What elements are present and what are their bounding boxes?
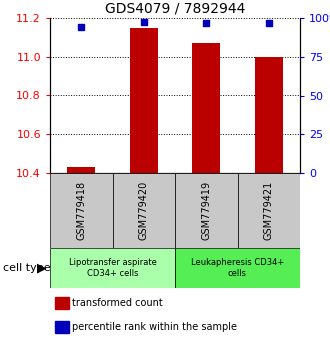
Bar <box>50 173 113 248</box>
Text: Lipotransfer aspirate
CD34+ cells: Lipotransfer aspirate CD34+ cells <box>69 258 156 278</box>
Text: transformed count: transformed count <box>73 298 163 308</box>
Text: GSM779420: GSM779420 <box>139 181 149 240</box>
Text: cell type: cell type <box>3 263 51 273</box>
Bar <box>175 248 300 288</box>
Text: Leukapheresis CD34+
cells: Leukapheresis CD34+ cells <box>191 258 284 278</box>
Bar <box>55 320 69 333</box>
Bar <box>55 297 69 309</box>
Bar <box>175 173 238 248</box>
Bar <box>113 173 175 248</box>
Bar <box>67 167 95 173</box>
Point <box>141 19 147 25</box>
Bar <box>192 43 220 173</box>
Text: GSM779421: GSM779421 <box>264 181 274 240</box>
Point <box>204 21 209 26</box>
Title: GDS4079 / 7892944: GDS4079 / 7892944 <box>105 1 245 16</box>
Bar <box>50 248 175 288</box>
Bar <box>130 28 158 173</box>
Text: GSM779418: GSM779418 <box>76 181 86 240</box>
Point <box>79 24 84 30</box>
Point <box>266 21 271 26</box>
Text: GSM779419: GSM779419 <box>201 181 211 240</box>
Bar <box>238 173 300 248</box>
Bar <box>255 57 283 173</box>
Text: percentile rank within the sample: percentile rank within the sample <box>73 322 238 332</box>
Text: ▶: ▶ <box>37 262 47 274</box>
